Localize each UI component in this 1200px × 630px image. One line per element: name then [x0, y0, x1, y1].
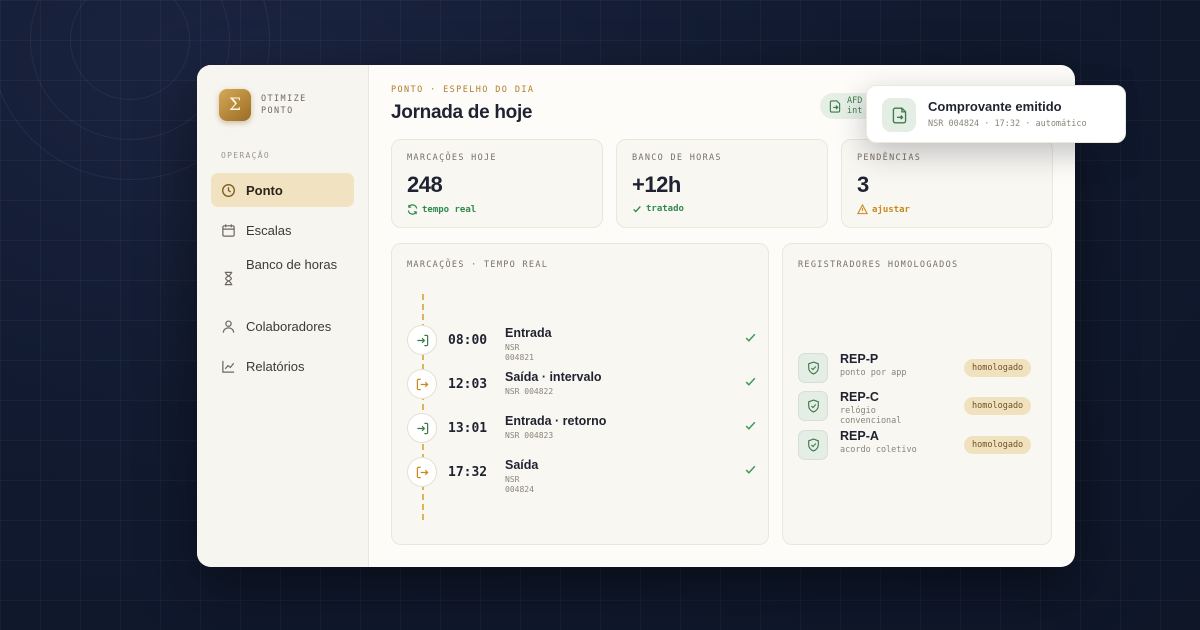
check-icon — [745, 333, 756, 342]
event-time: 12:03 — [448, 377, 488, 392]
check-icon — [745, 465, 756, 474]
event-title: Entrada · retorno — [505, 414, 607, 428]
sidebar-item-ponto[interactable]: Ponto — [211, 173, 354, 207]
sidebar: Σ OTIMIZE PONTO OPERAÇÃO Ponto Escalas B… — [197, 65, 369, 567]
entry-icon — [407, 413, 437, 443]
exit-icon — [407, 457, 437, 487]
chart-icon — [222, 360, 235, 373]
exit-icon — [407, 369, 437, 399]
app-window: Σ OTIMIZE PONTO OPERAÇÃO Ponto Escalas B… — [197, 65, 1075, 567]
registradores-panel: REGISTRADORES HOMOLOGADOS REP-P ponto po… — [782, 243, 1052, 545]
brand[interactable]: Σ OTIMIZE PONTO — [219, 89, 307, 121]
brand-name: OTIMIZE PONTO — [261, 93, 307, 117]
check-icon — [745, 377, 756, 386]
toast-title: Comprovante emitido — [928, 99, 1062, 114]
registrador-item[interactable]: REP-C relógio convencional homologado — [798, 390, 1038, 427]
timeline-panel: MARCAÇÕES · TEMPO REAL 08:00 Entrada NSR… — [391, 243, 769, 545]
timeline-event[interactable]: 08:00 Entrada NSR 004821 — [407, 325, 757, 367]
toast-meta: NSR 004824 · 17:32 · automático — [928, 119, 1087, 129]
stat-card-banco-de-horas: BANCO DE HORAS +12h tratado — [616, 139, 828, 228]
file-export-icon — [829, 99, 841, 113]
sidebar-section-label: OPERAÇÃO — [221, 151, 270, 160]
file-export-icon — [882, 98, 916, 132]
afd-chip-label: AFD int — [847, 96, 863, 116]
user-icon — [222, 319, 235, 333]
sidebar-item-label: Banco de horas — [246, 257, 338, 272]
stat-value: 3 — [857, 172, 869, 197]
stat-card-pendencias: PENDÊNCIAS 3 ajustar — [841, 139, 1053, 228]
timeline-event[interactable]: 12:03 Saída · intervalo NSR 004822 — [407, 369, 757, 411]
page-title: Jornada de hoje — [391, 102, 533, 123]
check-icon — [633, 206, 641, 213]
sidebar-item-escalas[interactable]: Escalas — [211, 213, 354, 247]
stat-card-marcacoes: MARCAÇÕES HOJE 248 tempo real — [391, 139, 603, 228]
registrador-item[interactable]: REP-A acordo coletivo homologado — [798, 429, 1038, 466]
breadcrumb: PONTO · ESPELHO DO DIA — [391, 85, 535, 95]
event-title: Entrada — [505, 326, 552, 340]
registrador-name: REP-C — [840, 390, 879, 404]
event-nsr: NSR 004823 — [505, 431, 554, 440]
event-time: 13:01 — [448, 421, 488, 436]
registrador-name: REP-P — [840, 352, 879, 366]
sidebar-item-label: Colaboradores — [246, 318, 332, 334]
stat-footnote: ajustar — [857, 204, 1037, 215]
registrador-name: REP-A — [840, 429, 879, 443]
timeline-line — [422, 294, 424, 520]
brand-name-line1: OTIMIZE — [261, 94, 307, 104]
event-title: Saída — [505, 458, 539, 472]
stat-footnote: tempo real — [407, 204, 587, 215]
sidebar-item-label: Relatórios — [246, 358, 305, 374]
status-badge: homologado — [964, 436, 1032, 454]
main-content: PONTO · ESPELHO DO DIA Jornada de hoje A… — [369, 65, 1075, 567]
check-icon — [745, 421, 756, 430]
timeline-event[interactable]: 13:01 Entrada · retorno NSR 004823 — [407, 413, 757, 455]
hourglass-icon — [224, 271, 233, 286]
registrador-description: ponto por app — [840, 368, 907, 378]
clock-icon — [222, 183, 235, 197]
shield-icon — [798, 430, 828, 460]
sidebar-item-banco-de-horas[interactable]: Banco de horas — [211, 255, 354, 295]
sidebar-item-label: Ponto — [246, 182, 283, 198]
panel-title: REGISTRADORES HOMOLOGADOS — [798, 260, 959, 270]
brand-logo: Σ — [219, 89, 251, 121]
refresh-icon — [407, 204, 418, 215]
shield-icon — [798, 391, 828, 421]
registrador-description: acordo coletivo — [840, 445, 917, 455]
stat-label: MARCAÇÕES HOJE — [407, 153, 497, 163]
toast-notification[interactable]: Comprovante emitido NSR 004824 · 17:32 ·… — [866, 85, 1126, 143]
event-time: 17:32 — [448, 465, 488, 480]
status-badge: homologado — [964, 397, 1032, 415]
stat-label: BANCO DE HORAS — [632, 153, 722, 163]
shield-icon — [798, 353, 828, 383]
event-nsr: NSR 004824 — [505, 475, 534, 494]
event-time: 08:00 — [448, 333, 488, 348]
sidebar-item-label: Escalas — [246, 222, 292, 238]
panel-title: MARCAÇÕES · TEMPO REAL — [407, 260, 549, 270]
event-title: Saída · intervalo — [505, 370, 602, 384]
calendar-icon — [222, 223, 235, 237]
sidebar-item-relatorios[interactable]: Relatórios — [211, 349, 354, 383]
stat-footnote: tratado — [632, 204, 812, 214]
event-nsr: NSR 004822 — [505, 387, 554, 396]
event-nsr: NSR 004821 — [505, 343, 534, 362]
stat-value: +12h — [632, 172, 681, 197]
registrador-item[interactable]: REP-P ponto por app homologado — [798, 352, 1038, 389]
sidebar-item-colaboradores[interactable]: Colaboradores — [211, 309, 354, 343]
status-badge: homologado — [964, 359, 1032, 377]
entry-icon — [407, 325, 437, 355]
registrador-description: relógio convencional — [840, 406, 902, 426]
stat-value: 248 — [407, 172, 443, 197]
brand-name-line2: PONTO — [261, 106, 294, 116]
stat-label: PENDÊNCIAS — [857, 153, 922, 163]
timeline-event[interactable]: 17:32 Saída NSR 004824 — [407, 457, 757, 499]
warning-icon — [857, 204, 868, 215]
